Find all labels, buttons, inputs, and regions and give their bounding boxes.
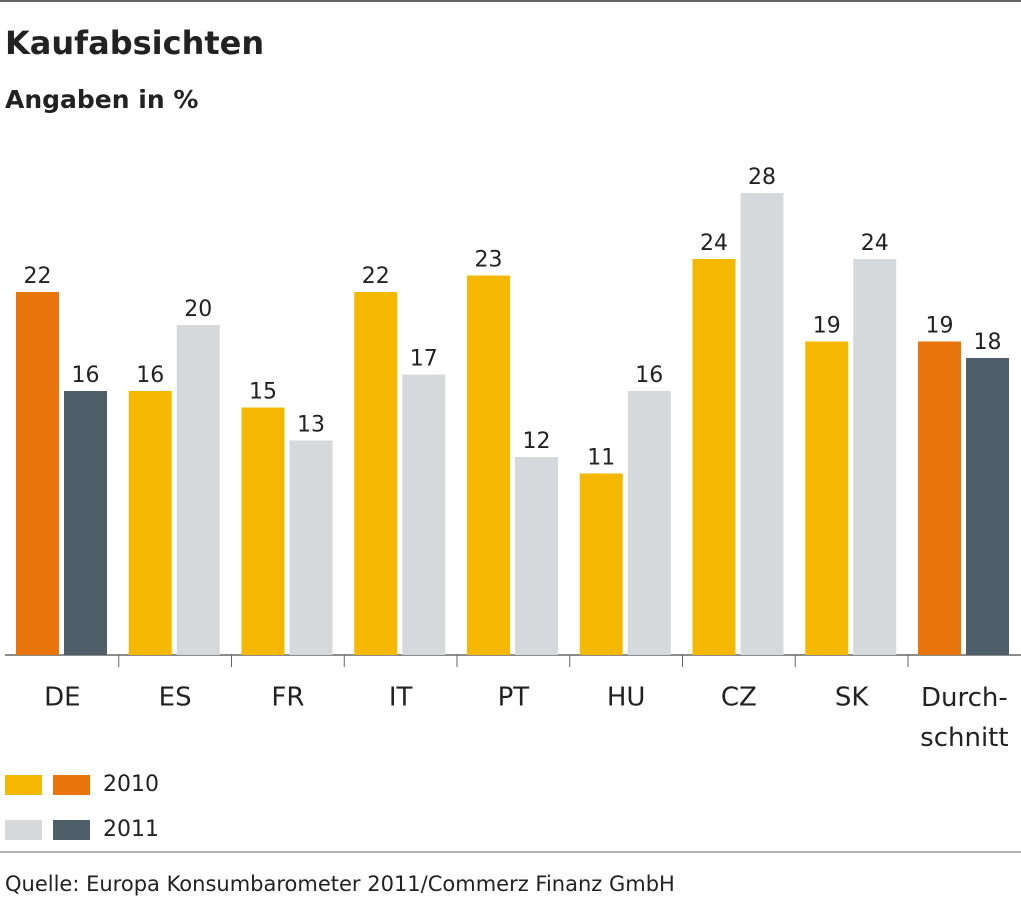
value-label: 11: [587, 446, 615, 471]
value-label: 22: [362, 264, 390, 289]
x-tick-label: Durch-schnitt: [920, 683, 1008, 753]
x-tick-label: ES: [159, 683, 192, 713]
x-tick-label: IT: [389, 683, 413, 713]
legend-label: 2010: [103, 772, 159, 797]
bar: [241, 407, 285, 655]
source: Quelle: Europa Konsumbarometer 2011/Comm…: [5, 872, 675, 896]
bar: [918, 341, 961, 655]
bar: [805, 341, 849, 655]
bar: [402, 374, 446, 655]
legend-swatch: [5, 820, 42, 840]
bar: [128, 391, 172, 655]
bar: [467, 275, 510, 655]
value-label: 18: [974, 330, 1002, 355]
value-label: 16: [635, 363, 663, 388]
legend-swatch: [53, 820, 90, 840]
bar: [64, 391, 107, 655]
x-tick-label: FR: [271, 683, 304, 713]
bar: [740, 193, 784, 655]
x-tick-label: PT: [498, 683, 530, 713]
value-label: 17: [410, 347, 438, 372]
bar: [176, 325, 220, 655]
value-label: 19: [926, 314, 954, 339]
bar: [16, 292, 59, 655]
value-label: 13: [297, 413, 325, 438]
bar: [354, 292, 398, 655]
value-label: 12: [523, 429, 551, 454]
value-label: 24: [700, 231, 728, 256]
value-label: 24: [861, 231, 889, 256]
value-label: 20: [184, 297, 212, 322]
legend-label: 2011: [103, 817, 159, 842]
legend-swatch: [53, 775, 90, 795]
bar: [515, 457, 558, 655]
chart-title: Kaufabsichten: [5, 24, 264, 62]
x-tick-label: HU: [607, 683, 646, 713]
x-tick-label: CZ: [721, 683, 757, 713]
bar: [692, 259, 736, 655]
x-tick-label: SK: [835, 683, 870, 713]
bar: [627, 391, 671, 655]
value-label: 22: [24, 264, 52, 289]
bar: [853, 259, 897, 655]
value-label: 16: [72, 363, 100, 388]
value-label: 19: [813, 314, 841, 339]
bar: [579, 473, 623, 655]
x-tick-label: DE: [44, 683, 80, 713]
value-label: 15: [249, 380, 277, 405]
bar: [289, 440, 333, 655]
chart-subtitle: Angaben in %: [5, 85, 198, 114]
value-label: 28: [748, 165, 776, 190]
value-label: 23: [475, 248, 503, 273]
legend-swatch: [5, 775, 42, 795]
bar: [966, 358, 1009, 655]
value-label: 16: [136, 363, 164, 388]
